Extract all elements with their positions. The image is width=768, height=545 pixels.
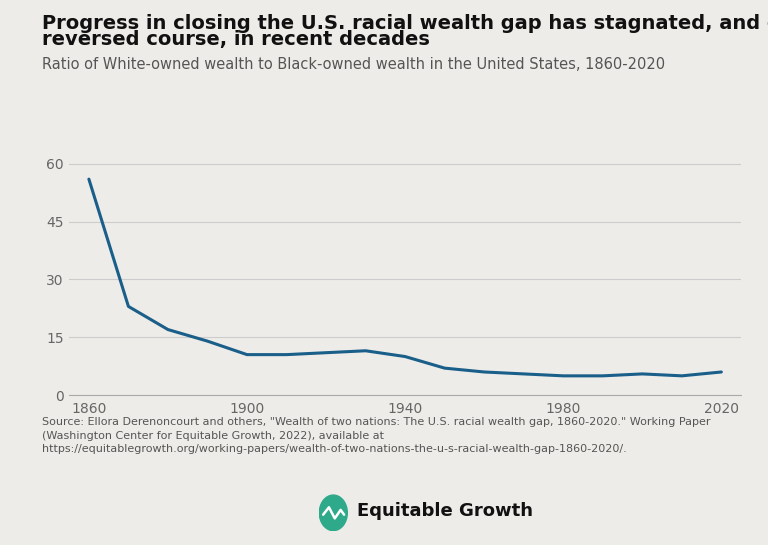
Text: Equitable Growth: Equitable Growth	[357, 502, 533, 520]
Text: reversed course, in recent decades: reversed course, in recent decades	[42, 30, 430, 49]
Text: Source: Ellora Derenoncourt and others, "Wealth of two nations: The U.S. racial : Source: Ellora Derenoncourt and others, …	[42, 417, 710, 454]
Text: Ratio of White-owned wealth to Black-owned wealth in the United States, 1860-202: Ratio of White-owned wealth to Black-own…	[42, 57, 665, 72]
Text: Progress in closing the U.S. racial wealth gap has stagnated, and even: Progress in closing the U.S. racial weal…	[42, 14, 768, 33]
Circle shape	[319, 495, 347, 531]
